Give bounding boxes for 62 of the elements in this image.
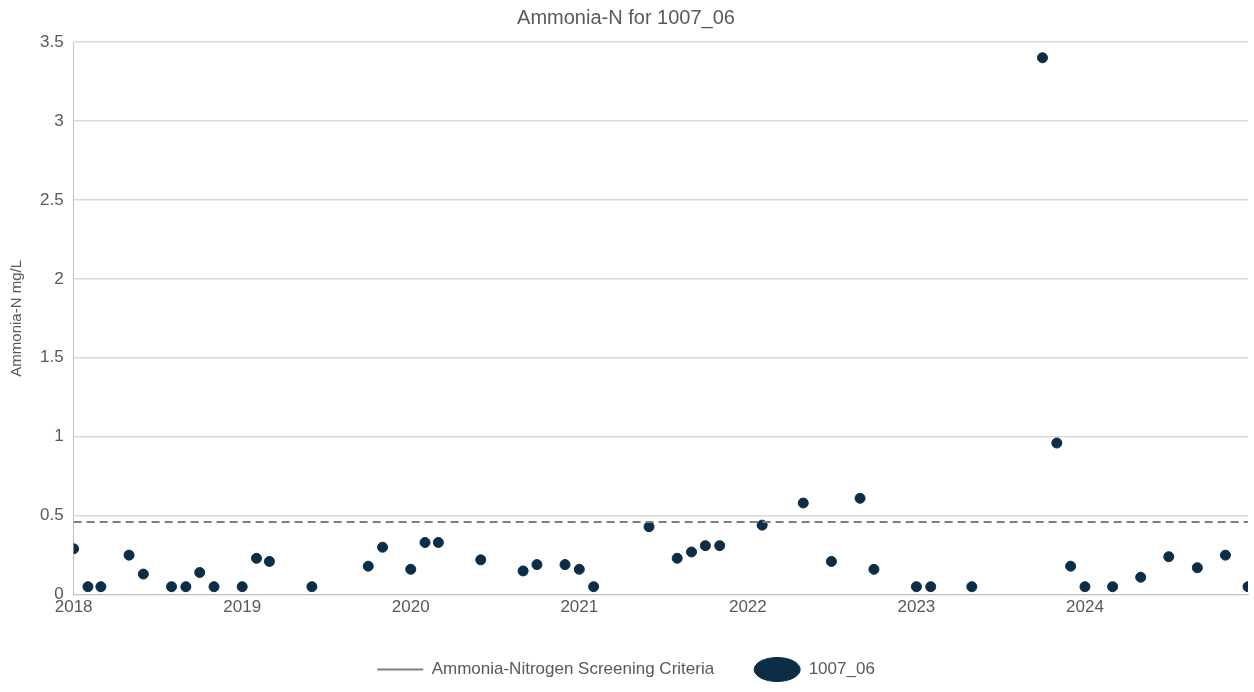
point <box>236 581 248 593</box>
point <box>419 537 431 548</box>
point <box>306 581 318 593</box>
point <box>1051 437 1063 449</box>
point <box>180 581 192 593</box>
x-tick-label: 2023 <box>897 597 936 617</box>
point <box>797 497 809 509</box>
legend-label: 1007_06 <box>808 659 875 679</box>
point <box>925 581 937 593</box>
point <box>1163 551 1175 563</box>
point <box>475 554 487 566</box>
y-tick-label: 3.5 <box>39 31 64 51</box>
point <box>432 537 444 548</box>
x-tick-label: 2024 <box>1066 597 1104 617</box>
point <box>1065 560 1077 572</box>
y-axis-title: Ammonia-N mg/L <box>7 259 25 377</box>
point <box>588 581 600 593</box>
point <box>1079 581 1091 593</box>
point <box>966 581 978 593</box>
point <box>123 549 135 561</box>
point <box>1135 571 1147 583</box>
point <box>194 567 206 578</box>
point <box>251 552 262 564</box>
point <box>1219 549 1231 561</box>
point <box>854 492 866 504</box>
point <box>825 555 837 567</box>
y-tick-label: 1 <box>54 426 64 446</box>
point <box>166 581 178 593</box>
point <box>1107 581 1119 593</box>
point <box>405 563 417 575</box>
y-tick-label: 1.5 <box>39 347 64 367</box>
point <box>868 563 880 575</box>
point <box>714 540 726 552</box>
point <box>559 559 571 571</box>
x-tick-label: 2020 <box>391 597 430 617</box>
point <box>531 559 543 571</box>
x-tick-label: 2019 <box>223 597 262 617</box>
point <box>910 581 922 593</box>
point <box>643 521 655 533</box>
point <box>671 552 683 564</box>
y-tick-label: 2.5 <box>39 189 64 209</box>
y-tick-label: 0.5 <box>39 505 64 525</box>
point <box>362 560 374 572</box>
x-tick-label: 2021 <box>560 597 599 617</box>
point <box>263 555 275 567</box>
legend-label: Ammonia-Nitrogen Screening Criteria <box>431 659 715 679</box>
point <box>82 581 94 593</box>
point <box>686 546 698 558</box>
point <box>95 581 107 593</box>
point <box>1191 562 1203 574</box>
point <box>377 541 389 553</box>
point <box>208 581 220 593</box>
point <box>517 565 529 577</box>
point <box>1036 52 1048 64</box>
y-tick-label: 2 <box>54 268 64 288</box>
point <box>699 540 711 552</box>
point <box>573 563 585 575</box>
y-tick-label: 3 <box>54 110 64 130</box>
point <box>756 519 768 531</box>
x-tick-label: 2022 <box>728 597 767 617</box>
point <box>137 568 149 580</box>
chart-title: Ammonia-N for 1007_06 <box>517 5 735 29</box>
